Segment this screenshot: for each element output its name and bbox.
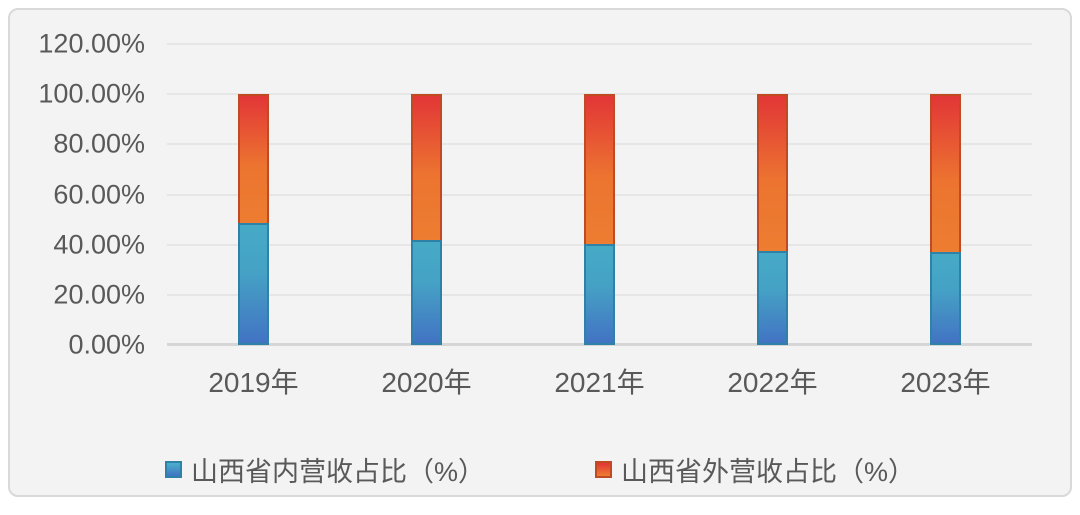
gridline: [167, 93, 1032, 96]
legend-label: 山西省外营收占比（%）: [621, 457, 916, 487]
legend-item-series0: 山西省内营收占比（%）: [164, 450, 485, 489]
bar-segment-series0: [411, 239, 442, 345]
x-axis-tick-label: 2019年: [208, 367, 299, 398]
legend-item-series1: 山西省外营收占比（%）: [595, 450, 915, 489]
stacked-bar-2022年: [757, 44, 788, 345]
bar-slot: [167, 44, 340, 345]
bar-segment-series1: [238, 94, 269, 224]
x-axis-tick-label: 2023年: [900, 367, 991, 398]
bar-slot: [513, 44, 686, 345]
y-axis-labels: 0.00% 20.00% 40.00% 60.00% 80.00% 100.00% 120.…: [10, 29, 145, 360]
stacked-bar-2023年: [930, 44, 961, 345]
legend-marker-icon: [164, 461, 182, 478]
legend: 山西省内营收占比（%） 山西省外营收占比（%）: [10, 450, 1070, 489]
x-axis-tick-label: 2020年: [381, 367, 472, 398]
stacked-bar-2019年: [238, 44, 269, 345]
x-axis-tick-label: 2022年: [727, 367, 818, 398]
bar-segment-series1: [930, 94, 961, 253]
bar-segment-series1: [584, 94, 615, 245]
y-axis-tick-label: 80.00%: [53, 128, 145, 159]
gridline: [167, 43, 1032, 45]
x-axis-labels: 2019年 2020年 2021年 2022年 2023年: [167, 361, 1032, 401]
y-axis-tick-label: 0.00%: [68, 329, 145, 360]
bar-slot: [859, 44, 1032, 345]
bar-segment-series1: [411, 94, 442, 240]
y-axis-tick-label: 60.00%: [53, 179, 145, 209]
bar-slot: [686, 44, 859, 345]
legend-marker-icon: [595, 461, 612, 478]
y-axis-tick-label: 40.00%: [53, 229, 145, 260]
stacked-bar-2020年: [411, 44, 442, 345]
bar-slot: [340, 44, 513, 345]
plot-area: [167, 43, 1032, 346]
bar-segment-series0: [584, 244, 615, 345]
bar-segment-series0: [930, 252, 961, 345]
y-axis-tick-label: 20.00%: [53, 279, 145, 310]
legend-label: 山西省内营收占比（%）: [190, 457, 485, 487]
stacked-bar-2021年: [584, 44, 615, 345]
bar-segment-series0: [238, 223, 269, 345]
y-axis-tick-label: 100.00%: [38, 78, 145, 109]
bars-container: [167, 44, 1032, 345]
x-axis-tick-label: 2021年: [554, 367, 645, 398]
y-axis-tick-label: 120.00%: [38, 28, 145, 59]
chart-card: 0.00% 20.00% 40.00% 60.00% 80.00% 100.00% 120.…: [8, 8, 1072, 497]
bar-segment-series0: [757, 250, 788, 345]
bar-segment-series1: [757, 94, 788, 251]
